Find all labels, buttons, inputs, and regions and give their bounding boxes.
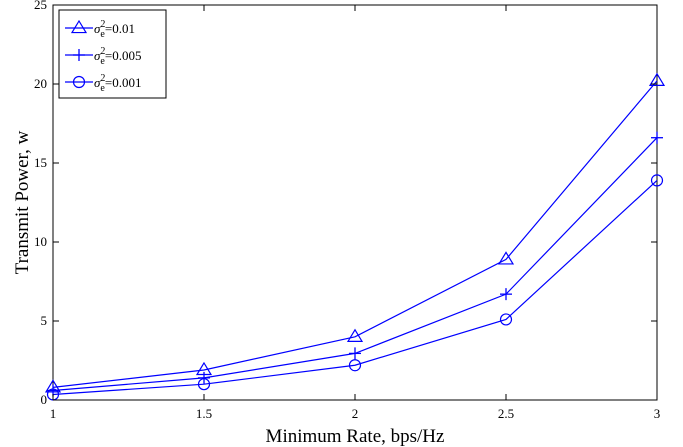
circle-marker xyxy=(499,313,513,326)
series-circle xyxy=(46,174,664,401)
y-axis-title: Transmit Power, w xyxy=(12,130,33,274)
x-tick-label: 1 xyxy=(50,406,57,421)
circle-marker xyxy=(348,359,362,372)
legend-label: σ2 e=0.01 xyxy=(94,19,135,40)
series-line xyxy=(52,179,658,396)
circle-marker xyxy=(650,174,664,187)
triangle-marker xyxy=(70,19,88,34)
x-tick-label: 1.5 xyxy=(196,406,212,421)
circle-marker xyxy=(72,75,86,89)
plus-marker xyxy=(73,49,85,61)
series-line xyxy=(52,80,658,388)
plus-marker xyxy=(198,371,210,384)
legend-label: σ2 e=0.005 xyxy=(94,46,141,67)
y-tick-label: 25 xyxy=(34,0,47,12)
legend: σ2 e=0.01 σ2 e=0.005 σ2 e=0.001 xyxy=(58,9,167,99)
legend-entry: σ2 e=0.01 xyxy=(65,19,135,40)
series-layer xyxy=(44,72,666,401)
legend-label: σ2 e=0.001 xyxy=(94,73,141,94)
legend-entry: σ2 e=0.005 xyxy=(65,46,141,67)
legend-entry: σ2 e=0.001 xyxy=(65,73,141,94)
tick-layer: 1 1.5 2 2.5 3 0 5 10 15 20 25 xyxy=(34,0,660,421)
series-plus xyxy=(47,131,663,397)
y-tick-label: 15 xyxy=(34,155,47,170)
triangle-marker xyxy=(346,328,364,342)
x-tick-label: 3 xyxy=(654,406,661,421)
x-tick-label: 2.5 xyxy=(498,406,514,421)
triangle-marker xyxy=(648,72,666,86)
y-tick-label: 0 xyxy=(41,392,48,407)
circle-marker xyxy=(197,378,211,391)
triangle-marker xyxy=(497,251,515,265)
plus-marker xyxy=(349,347,361,360)
plus-marker xyxy=(500,288,512,301)
x-axis-title: Minimum Rate, bps/Hz xyxy=(266,426,445,447)
series-triangle xyxy=(44,72,666,393)
y-tick-label: 10 xyxy=(34,234,47,249)
plus-marker xyxy=(651,131,663,144)
y-tick-label: 20 xyxy=(34,76,47,91)
x-tick-label: 2 xyxy=(352,406,359,421)
y-tick-label: 5 xyxy=(41,313,48,328)
